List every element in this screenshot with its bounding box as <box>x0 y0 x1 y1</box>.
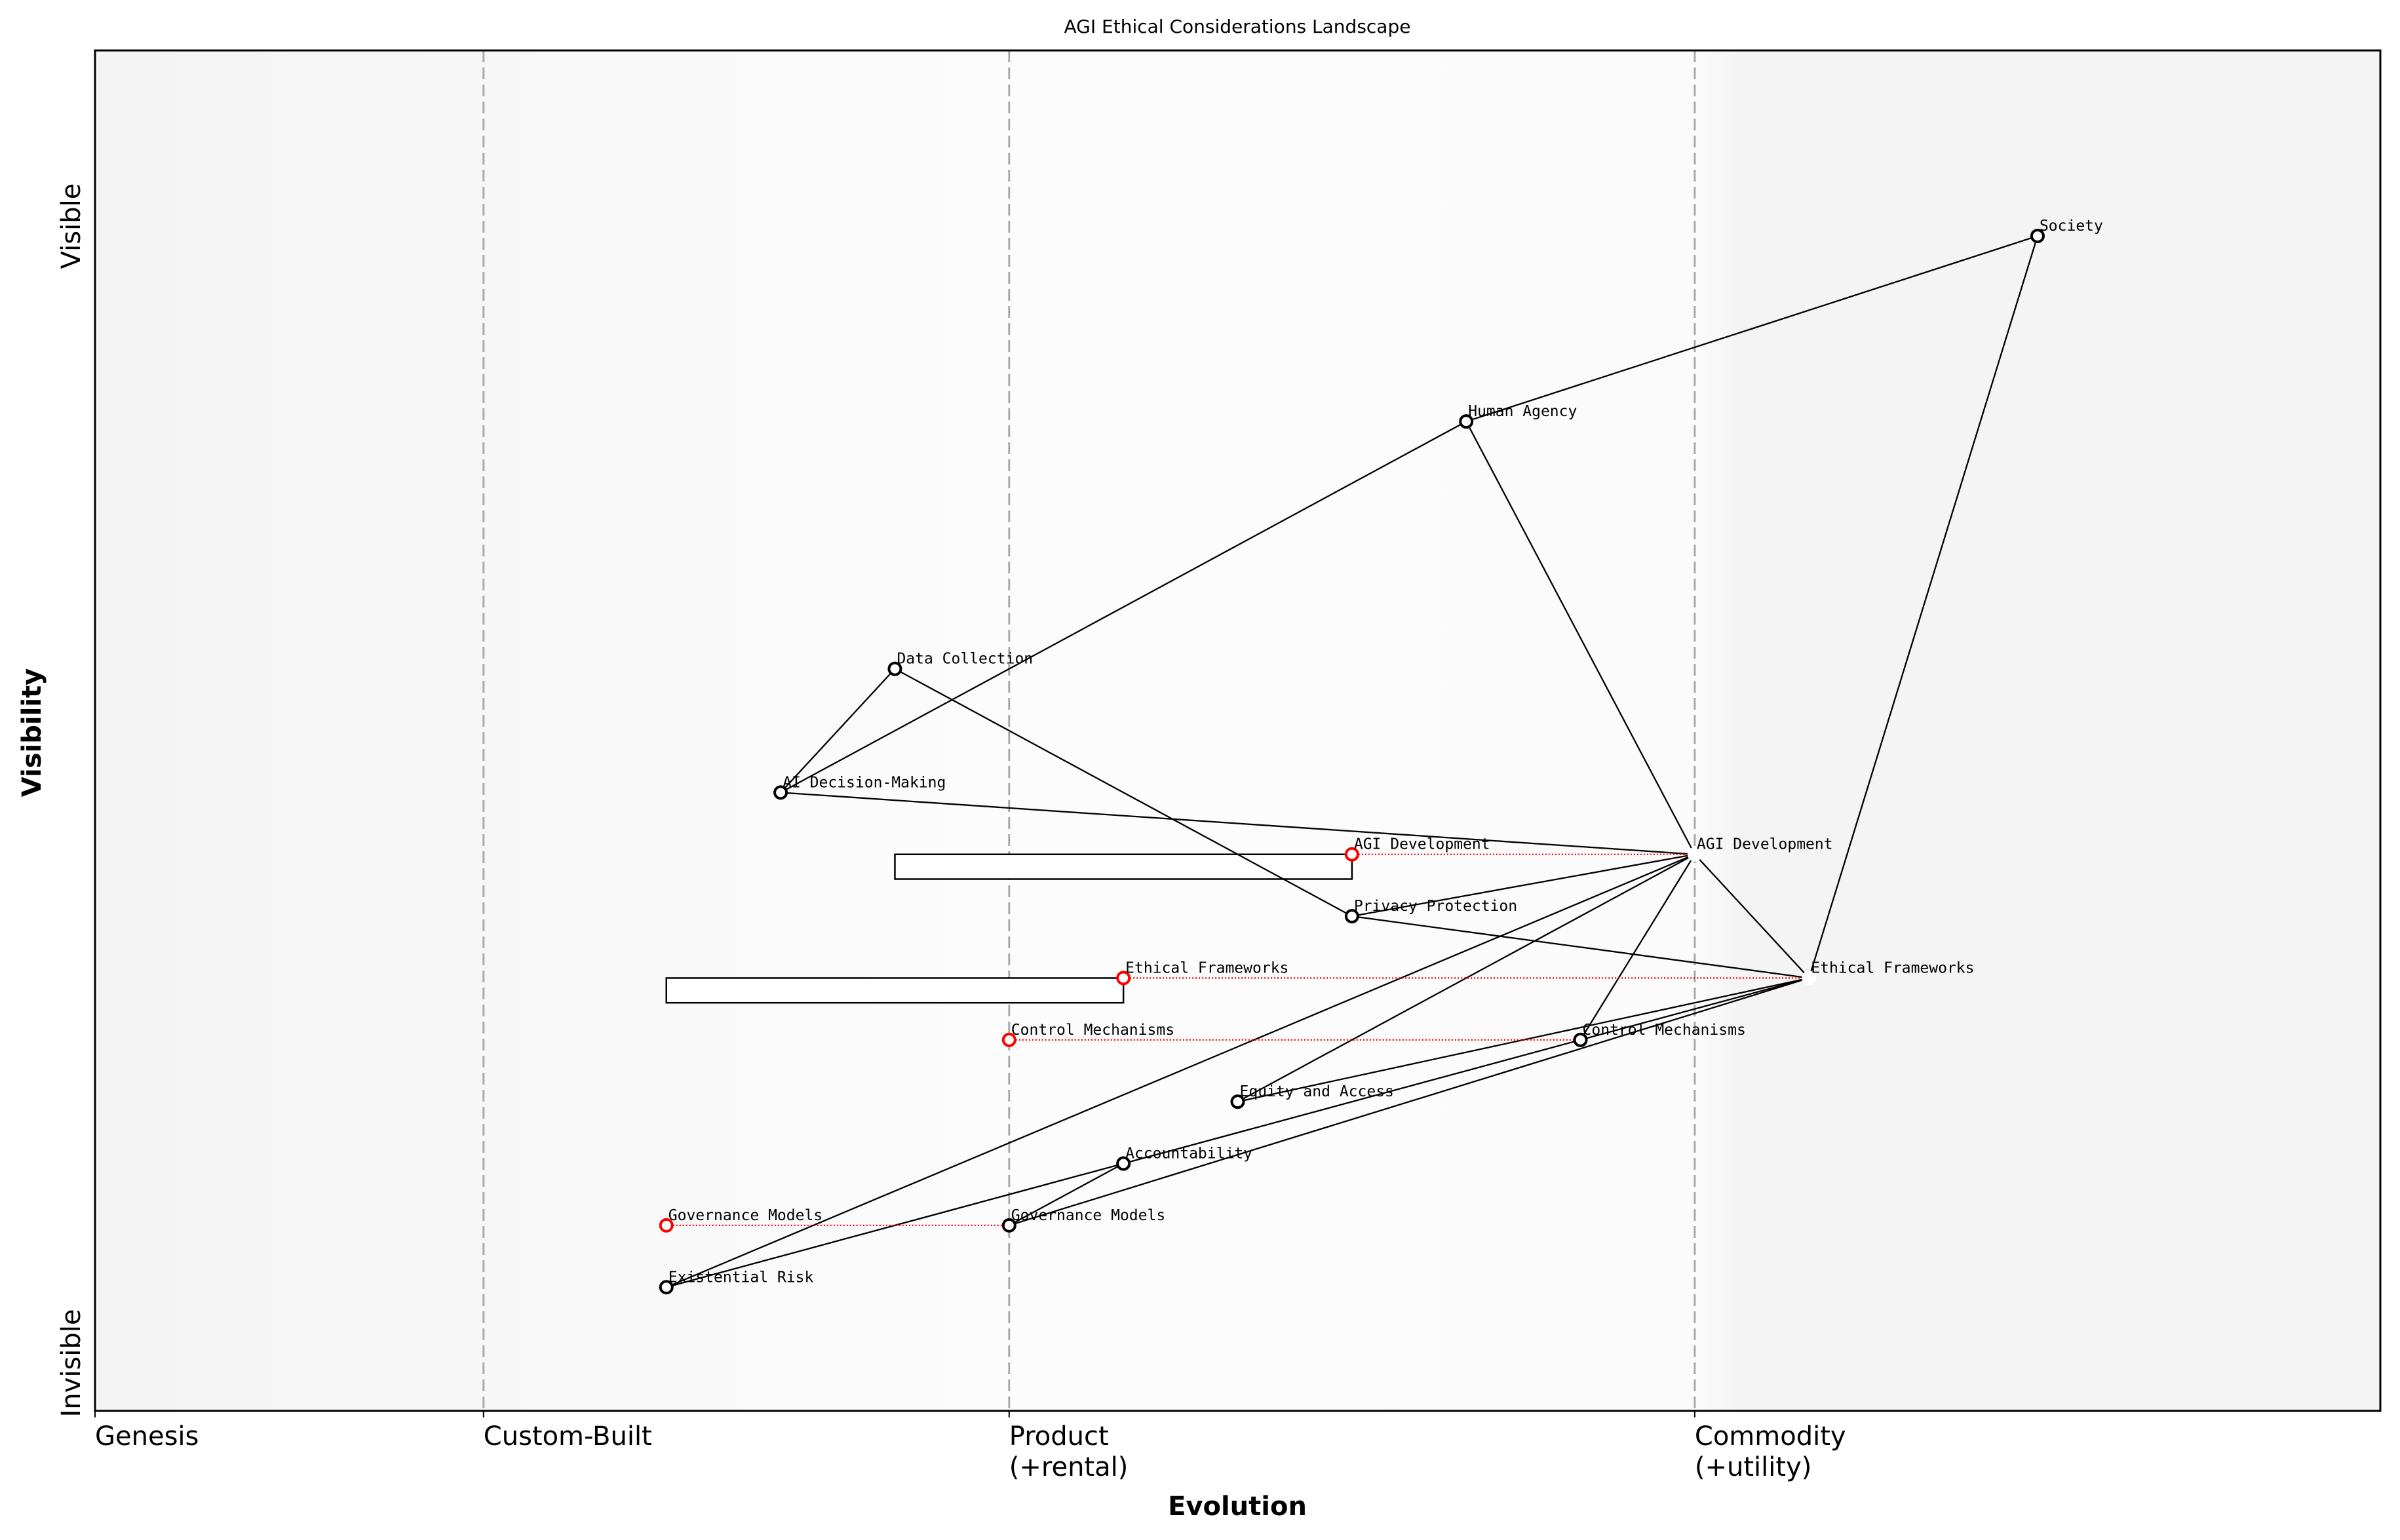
component-marker[interactable] <box>1573 1032 1588 1047</box>
component-label-equity: Equity and Access <box>1240 1083 1394 1100</box>
component-label-gov: Governance Models <box>1011 1207 1165 1224</box>
evolved-component-marker[interactable] <box>1116 971 1131 986</box>
evolved-component-label: Control Mechanisms <box>1011 1022 1174 1039</box>
component-marker[interactable] <box>1344 909 1359 924</box>
component-label-exist: Existential Risk <box>668 1269 814 1286</box>
link-agi-ethics <box>1694 853 1810 979</box>
component-label-human: Human Agency <box>1468 403 1577 420</box>
evolved-component-label: AGI Development <box>1354 836 1490 853</box>
component-marker[interactable] <box>1116 1156 1131 1171</box>
evolved-component-marker[interactable] <box>1001 1032 1016 1047</box>
inertia-box <box>665 977 1125 1004</box>
x-tick-label: Product (+rental) <box>1009 1421 1129 1482</box>
plot-frame <box>94 49 2382 1412</box>
component-label-society: Society <box>2040 218 2103 235</box>
link-human-aidm <box>780 421 1467 794</box>
link-privacy-ethics <box>1351 915 1810 979</box>
chart-title: AGI Ethical Considerations Landscape <box>1064 16 1411 37</box>
x-axis-label: Evolution <box>1168 1492 1307 1522</box>
evolved-component-marker[interactable] <box>659 1218 674 1233</box>
link-agi-equity <box>1237 853 1695 1103</box>
link-control-ethics <box>1580 977 1810 1041</box>
link-gov-account <box>1009 1163 1124 1226</box>
component-marker[interactable] <box>659 1280 674 1295</box>
component-label-data: Data Collection <box>897 651 1033 668</box>
plot-area <box>95 50 2380 1411</box>
y-tick-visible: Visible <box>56 183 87 269</box>
link-society-ethics <box>1808 235 2039 978</box>
link-gov-ethics <box>1009 977 1810 1227</box>
link-human-agi <box>1465 421 1695 855</box>
y-tick-invisible: Invisible <box>56 1309 87 1417</box>
link-agi-control <box>1579 854 1695 1041</box>
evolved-component-label: Ethical Frameworks <box>1125 959 1288 976</box>
link-account-control <box>1123 1039 1581 1165</box>
component-marker[interactable] <box>887 661 902 676</box>
x-tick-label: Genesis <box>95 1421 199 1452</box>
link-equity-ethics <box>1237 977 1810 1103</box>
component-marker[interactable] <box>1802 971 1817 986</box>
link-data-aidm <box>780 668 896 794</box>
component-marker[interactable] <box>773 785 788 800</box>
link-exist-account <box>666 1163 1124 1288</box>
evolved-component-label: Governance Models <box>668 1207 823 1224</box>
component-marker[interactable] <box>2030 229 2045 244</box>
component-label-aidm: AI Decision-Making <box>783 774 946 791</box>
component-marker[interactable] <box>1001 1218 1016 1233</box>
x-tick-label: Commodity (+utility) <box>1695 1421 1846 1482</box>
component-marker[interactable] <box>1687 847 1702 862</box>
evolved-component-marker[interactable] <box>1344 847 1359 862</box>
component-label-privacy: Privacy Protection <box>1354 898 1517 915</box>
link-data-privacy <box>894 668 1353 917</box>
component-label-account: Accountability <box>1125 1145 1252 1163</box>
y-axis-label: Visibility <box>17 668 47 797</box>
inertia-box <box>894 853 1353 880</box>
link-aidm-agi <box>781 792 1695 855</box>
link-agi-privacy <box>1351 853 1695 917</box>
link-agi-exist <box>666 853 1695 1288</box>
component-label-ethics: Ethical Frameworks <box>1811 959 1974 976</box>
component-marker[interactable] <box>1459 414 1474 429</box>
component-label-agi: AGI Development <box>1697 836 1833 853</box>
component-label-control: Control Mechanisms <box>1583 1022 1746 1039</box>
link-society-human <box>1465 235 2038 423</box>
x-tick-label: Custom-Built <box>484 1421 652 1452</box>
component-marker[interactable] <box>1230 1094 1245 1109</box>
